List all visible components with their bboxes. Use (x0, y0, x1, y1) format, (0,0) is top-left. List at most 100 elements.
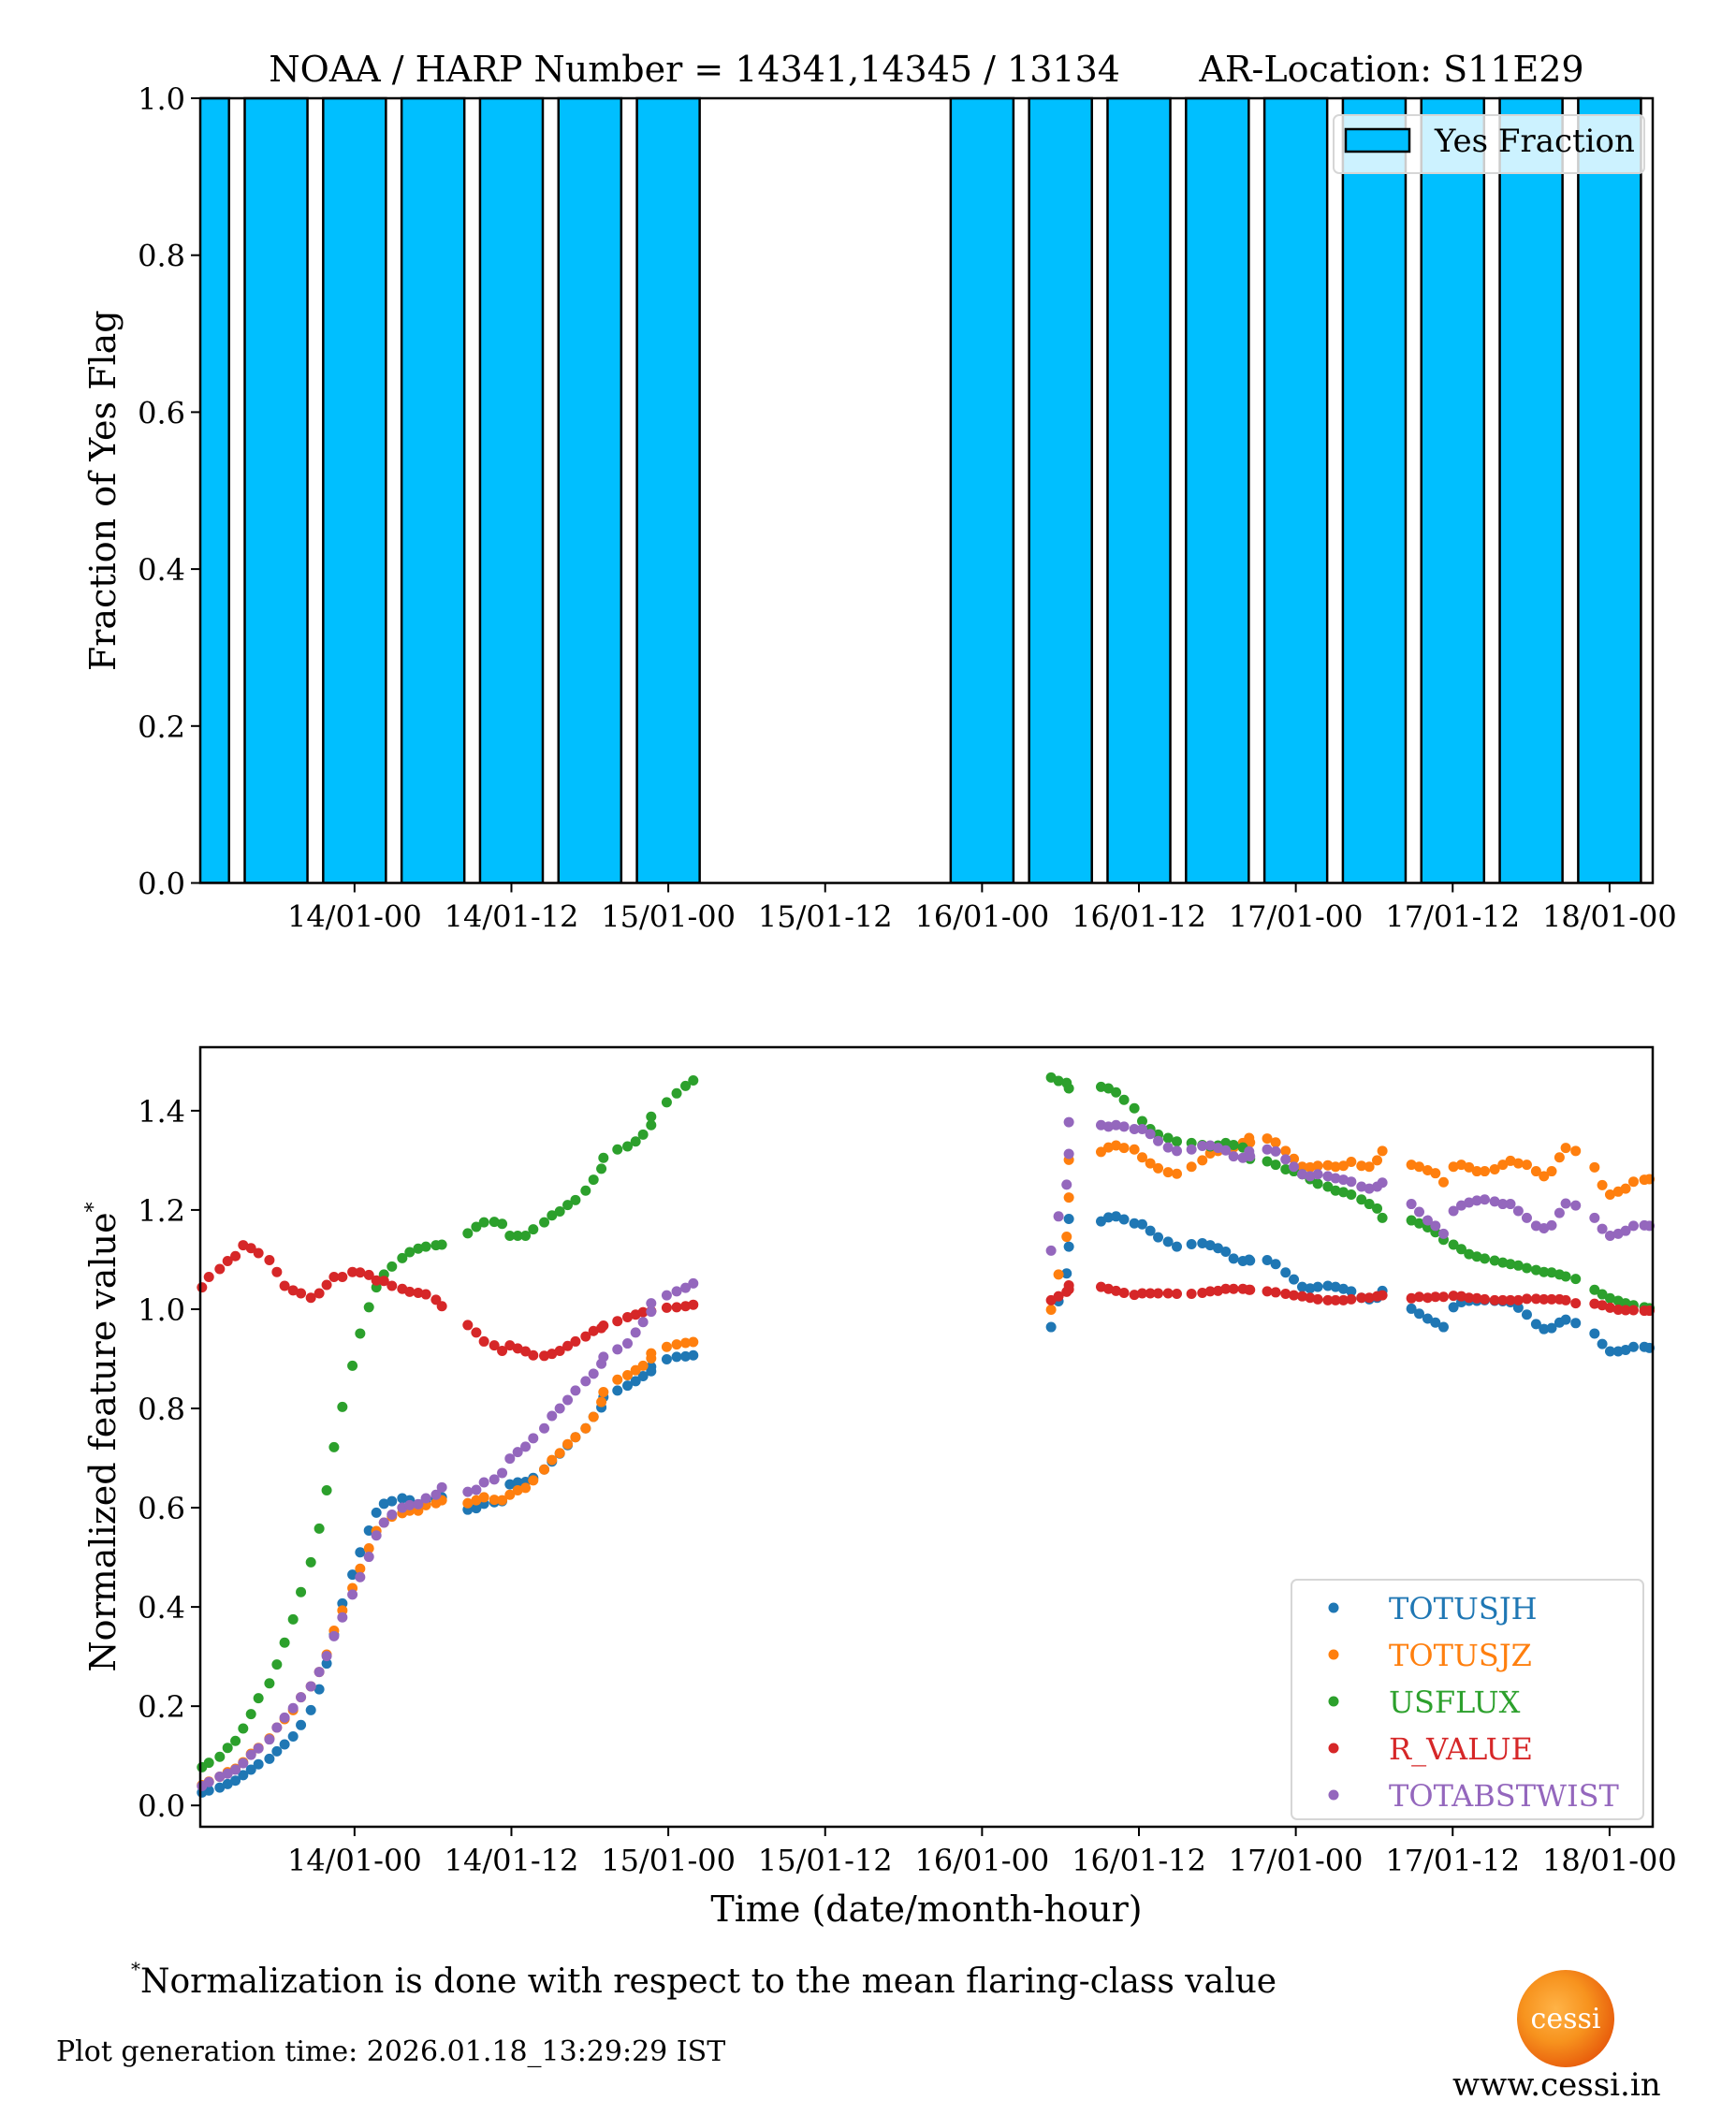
point-totusjh (671, 1351, 682, 1363)
legend-marker-totusjz (1328, 1649, 1339, 1660)
point-usflux (1136, 1116, 1147, 1127)
point-r_value (1497, 1294, 1509, 1305)
point-totabstwist (1422, 1215, 1433, 1226)
point-r_value (637, 1306, 649, 1318)
point-r_value (1228, 1283, 1239, 1294)
point-totabstwist (497, 1467, 508, 1479)
point-totabstwist (588, 1368, 599, 1379)
point-totusjh (1322, 1280, 1334, 1291)
point-totabstwist (1414, 1206, 1425, 1218)
point-r_value (1153, 1288, 1164, 1299)
point-totusjh (1512, 1302, 1524, 1313)
point-totabstwist (1111, 1119, 1122, 1130)
point-r_value (1322, 1294, 1334, 1305)
y-axis-label: Normalized feature value* (82, 1202, 124, 1671)
point-usflux (321, 1485, 332, 1496)
x-tick-label: 16/01-00 (914, 1843, 1049, 1878)
bar-15/01-00 (635, 96, 701, 883)
point-usflux (271, 1659, 283, 1670)
point-totabstwist (671, 1286, 682, 1297)
point-r_value (1346, 1293, 1357, 1305)
point-r_value (1414, 1291, 1425, 1303)
point-usflux (314, 1523, 325, 1534)
point-totusjz (562, 1438, 574, 1450)
point-totabstwist (570, 1385, 581, 1396)
point-totusjh (1045, 1321, 1057, 1333)
point-totusjh (1280, 1267, 1291, 1278)
point-r_value (436, 1301, 447, 1312)
point-usflux (1406, 1215, 1417, 1226)
point-totabstwist (547, 1410, 558, 1422)
legend: TOTUSJH TOTUSJZ USFLUX R_VALUE TOTABSTWIST (1291, 1579, 1644, 1820)
point-r_value (197, 1282, 208, 1293)
point-r_value (287, 1285, 299, 1296)
point-r_value (1356, 1292, 1367, 1304)
point-usflux (1270, 1160, 1281, 1171)
point-r_value (1521, 1293, 1532, 1305)
x-tick-label: 17/01-00 (1229, 899, 1364, 935)
point-r_value (1448, 1291, 1459, 1302)
point-totabstwist (1406, 1199, 1417, 1210)
point-usflux (554, 1206, 565, 1218)
legend-marker-totabstwist (1328, 1789, 1339, 1801)
point-totabstwist (1604, 1230, 1615, 1241)
cessi-logo[interactable]: cessi (1517, 1970, 1614, 2067)
point-totusjz (1430, 1168, 1441, 1179)
point-totusjz (504, 1489, 516, 1500)
point-usflux (253, 1693, 264, 1704)
point-totusjh (1330, 1281, 1341, 1292)
point-r_value (580, 1331, 591, 1342)
point-totabstwist (1145, 1129, 1156, 1140)
point-r_value (1330, 1294, 1341, 1305)
point-totusjz (637, 1360, 649, 1371)
point-totabstwist (1186, 1144, 1197, 1155)
point-usflux (1521, 1262, 1532, 1274)
point-totusjz (1372, 1155, 1383, 1166)
point-totusjz (1505, 1155, 1516, 1166)
point-usflux (598, 1152, 609, 1163)
point-usflux (1497, 1257, 1509, 1268)
point-r_value (355, 1267, 366, 1278)
point-r_value (1455, 1291, 1466, 1302)
point-totusjz (580, 1422, 591, 1434)
point-totusjz (489, 1495, 500, 1506)
legend-label-totusjh: TOTUSJH (1389, 1591, 1538, 1626)
point-usflux (1589, 1284, 1600, 1295)
point-usflux (1356, 1194, 1367, 1205)
point-usflux (478, 1217, 489, 1228)
point-totusjz (1289, 1153, 1300, 1164)
bar-16/01-00 (949, 96, 1015, 883)
point-totusjz (554, 1448, 565, 1459)
point-usflux (214, 1751, 226, 1762)
point-totusjz (1554, 1152, 1565, 1163)
point-totabstwist (612, 1344, 623, 1355)
point-usflux (512, 1230, 523, 1241)
point-totusjh (1136, 1218, 1147, 1230)
point-r_value (378, 1276, 389, 1287)
point-totabstwist (630, 1327, 641, 1338)
point-usflux (1172, 1136, 1183, 1147)
point-totabstwist (1364, 1183, 1375, 1194)
point-totabstwist (1554, 1207, 1565, 1218)
point-usflux (413, 1243, 424, 1254)
point-totabstwist (321, 1651, 332, 1662)
cessi-url[interactable]: www.cessi.in (1452, 2066, 1661, 2104)
point-usflux (1448, 1239, 1459, 1250)
point-usflux (1464, 1248, 1475, 1260)
point-totusjz (1330, 1161, 1341, 1173)
bar-17/01-12 (1420, 96, 1486, 883)
point-totabstwist (554, 1403, 565, 1414)
point-totusjh (1414, 1308, 1425, 1320)
point-totusjh (1604, 1346, 1615, 1357)
point-totabstwist (1061, 1179, 1072, 1190)
point-totusjh (230, 1775, 241, 1787)
y-tick-label: 0.2 (138, 709, 185, 745)
point-r_value (671, 1302, 682, 1313)
point-r_value (305, 1292, 316, 1304)
point-totusjh (1589, 1328, 1600, 1339)
point-r_value (1437, 1291, 1449, 1303)
point-totabstwist (253, 1743, 264, 1754)
point-r_value (1589, 1298, 1600, 1309)
point-totabstwist (1521, 1212, 1532, 1223)
legend-label-usflux: USFLUX (1389, 1685, 1521, 1720)
